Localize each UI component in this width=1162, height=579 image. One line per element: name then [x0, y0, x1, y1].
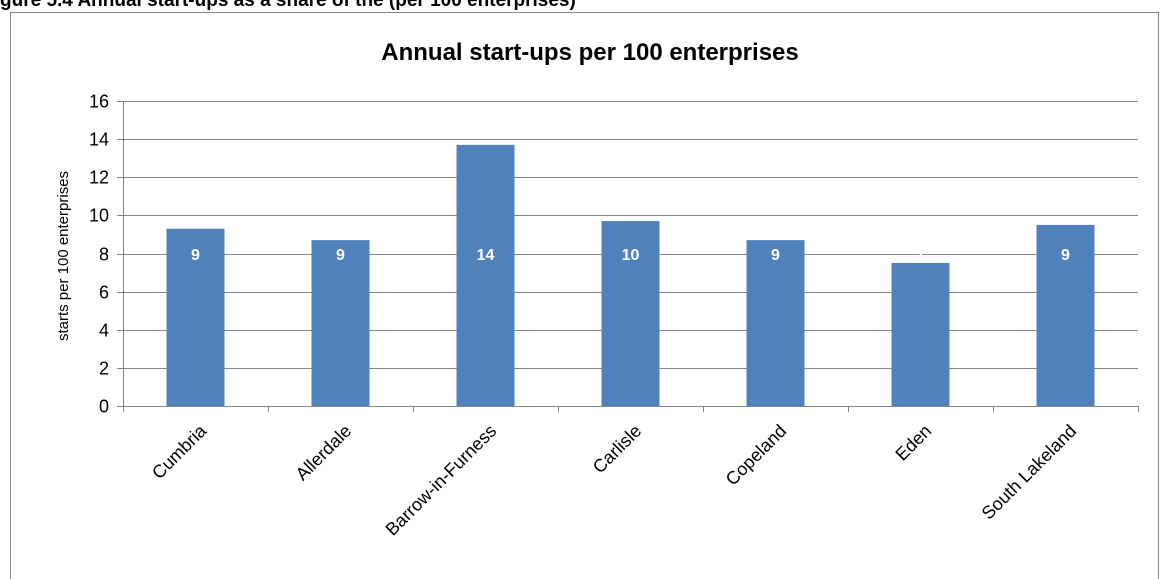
- y-tick-label: 6: [99, 283, 109, 303]
- bar: [1036, 224, 1095, 406]
- bar: [601, 221, 660, 406]
- data-label: 9: [191, 247, 200, 264]
- bar: [311, 240, 370, 406]
- bar: [456, 144, 515, 406]
- data-label: 9: [1061, 247, 1070, 264]
- data-label: 7: [916, 247, 925, 264]
- data-label: 9: [771, 247, 780, 264]
- bar: [746, 240, 805, 406]
- figure-caption: gure 5.4 Annual start-ups as a share of …: [0, 0, 576, 11]
- y-tick-label: 14: [89, 130, 109, 150]
- y-tick-label: 16: [89, 92, 109, 112]
- y-tick-label: 8: [99, 245, 109, 265]
- y-tick-label: 2: [99, 359, 109, 379]
- chart-title: Annual start-ups per 100 enterprises: [381, 39, 798, 66]
- y-tick-label: 4: [99, 321, 109, 341]
- y-axis-ticks: 0 2 4 6 8 10 12 14 16: [89, 92, 123, 417]
- bar: [891, 263, 950, 406]
- data-label: 10: [622, 247, 640, 264]
- y-tick-label: 12: [89, 168, 109, 188]
- y-tick-label: 10: [89, 206, 109, 226]
- data-label: 9: [336, 247, 345, 264]
- axes: [123, 101, 1139, 412]
- bar: [166, 228, 225, 406]
- data-label: 14: [477, 247, 495, 264]
- y-axis-label: starts per 100 enterprises: [55, 171, 72, 341]
- bars: 9 9 14 10 9 7 9: [166, 144, 1095, 406]
- y-tick-label: 0: [99, 397, 109, 417]
